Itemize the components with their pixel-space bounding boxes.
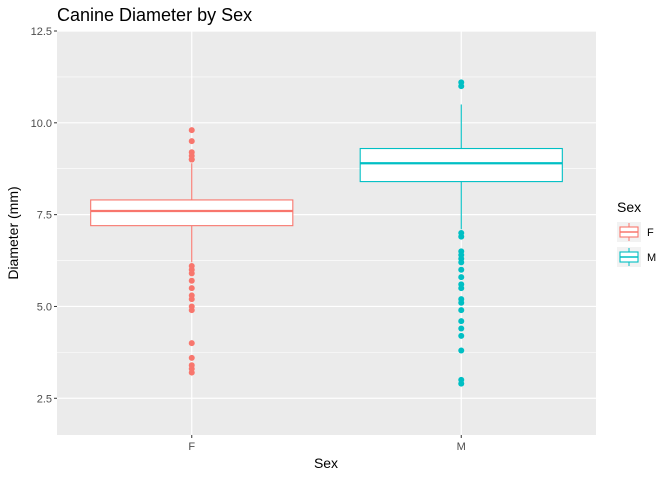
- outlier-point: [458, 307, 465, 314]
- outlier-point: [188, 307, 195, 314]
- plot-panel: [57, 31, 596, 435]
- y-tick-label: 5.0: [37, 301, 52, 313]
- outlier-point: [458, 299, 465, 306]
- legend-label: F: [647, 227, 654, 239]
- legend: Sex F M: [617, 199, 656, 267]
- outlier-point: [458, 83, 465, 90]
- legend-key-F: [617, 222, 641, 242]
- iqr-box: [90, 199, 294, 227]
- outlier-point: [458, 274, 465, 281]
- y-axis: 2.5 5.0 7.5 10.0 12.5: [31, 26, 57, 405]
- y-tick-label: 7.5: [37, 210, 52, 222]
- outlier-point: [458, 259, 465, 266]
- outlier-point: [188, 340, 195, 347]
- outlier-point: [188, 277, 195, 284]
- legend-label: M: [647, 252, 656, 264]
- outlier-point: [188, 369, 195, 376]
- outlier-point: [458, 266, 465, 273]
- box-F: [90, 127, 294, 376]
- boxes: [90, 79, 563, 387]
- legend-key-M: [617, 247, 641, 267]
- outlier-point: [458, 380, 465, 387]
- outlier-point: [458, 285, 465, 292]
- outlier-point: [188, 156, 195, 163]
- outlier-point: [188, 354, 195, 361]
- y-tick-label: 10.0: [31, 118, 52, 130]
- outlier-point: [188, 285, 195, 292]
- outlier-point: [188, 296, 195, 303]
- outlier-point: [458, 318, 465, 325]
- x-axis-title: Sex: [314, 455, 338, 471]
- chart-title: Canine Diameter by Sex: [57, 5, 252, 25]
- outlier-point: [458, 347, 465, 354]
- outlier-point: [188, 270, 195, 277]
- outlier-point: [458, 325, 465, 332]
- outlier-point: [188, 127, 195, 134]
- outlier-point: [188, 138, 195, 145]
- y-tick-label: 12.5: [31, 26, 52, 38]
- legend-title: Sex: [617, 199, 641, 215]
- iqr-box: [359, 147, 563, 183]
- outlier-point: [458, 233, 465, 240]
- outlier-point: [458, 332, 465, 339]
- box-M: [359, 79, 563, 387]
- y-axis-title: Diameter (mm): [5, 186, 21, 279]
- x-tick-label: F: [188, 441, 195, 453]
- y-tick-label: 2.5: [37, 393, 52, 405]
- x-tick-label: M: [457, 441, 466, 453]
